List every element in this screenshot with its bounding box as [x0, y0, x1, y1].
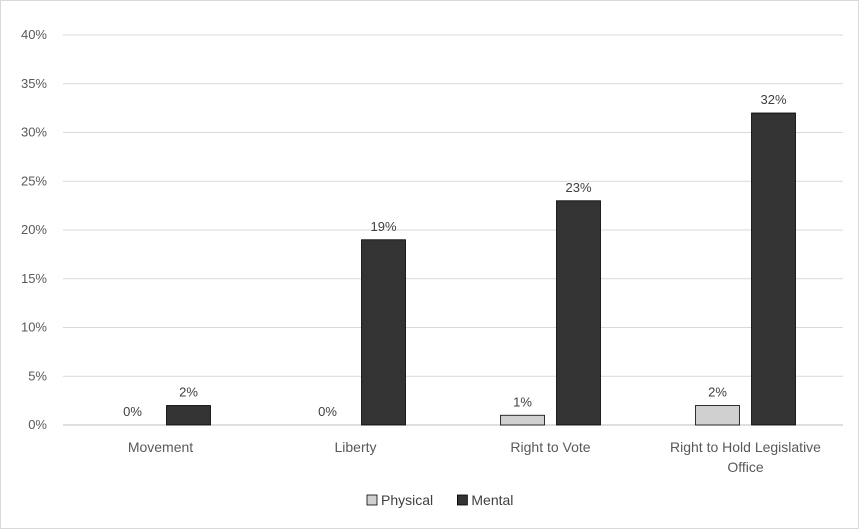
legend-swatch-physical: [366, 494, 378, 506]
y-axis-ticks: 0% 5% 10% 15% 20% 25% 30% 35% 40%: [21, 27, 47, 432]
bar-physical: [695, 405, 740, 426]
x-tick-label: Right to Hold Legislative: [670, 439, 821, 455]
bar-mental: [556, 200, 601, 426]
bar-mental: [751, 112, 796, 426]
data-label: 19%: [370, 219, 396, 234]
bar-physical: [500, 414, 545, 426]
y-tick-label: 35%: [21, 76, 47, 91]
x-tick-label: Liberty: [334, 439, 376, 455]
bar-mental: [361, 239, 406, 426]
legend: Physical Mental: [366, 492, 513, 508]
y-tick-label: 40%: [21, 27, 47, 42]
data-label: 23%: [565, 180, 591, 195]
data-label: 2%: [179, 385, 198, 400]
data-label: 0%: [318, 404, 337, 419]
y-tick-label: 15%: [21, 271, 47, 286]
legend-swatch-mental: [456, 494, 468, 506]
y-tick-label: 25%: [21, 173, 47, 188]
y-tick-label: 0%: [28, 417, 47, 432]
data-label: 1%: [513, 394, 532, 409]
data-label: 2%: [708, 385, 727, 400]
x-tick-label: Office: [727, 459, 764, 475]
data-labels: 0% 2% 0% 19% 1% 23% 2% 32%: [123, 92, 787, 419]
legend-label: Mental: [471, 492, 513, 508]
data-label: 32%: [760, 92, 786, 107]
y-tick-label: 5%: [28, 368, 47, 383]
x-axis-ticks: Movement Liberty Right to Vote Right to Hol…: [128, 439, 821, 475]
x-tick-label: Movement: [128, 439, 193, 455]
gridlines: [63, 34, 843, 426]
data-label: 0%: [123, 404, 142, 419]
bars: [166, 112, 796, 426]
y-tick-label: 20%: [21, 222, 47, 237]
bar-mental: [166, 405, 211, 426]
x-tick-label: Right to Vote: [510, 439, 590, 455]
legend-label: Physical: [381, 492, 433, 508]
y-tick-label: 10%: [21, 320, 47, 335]
y-tick-label: 30%: [21, 125, 47, 140]
